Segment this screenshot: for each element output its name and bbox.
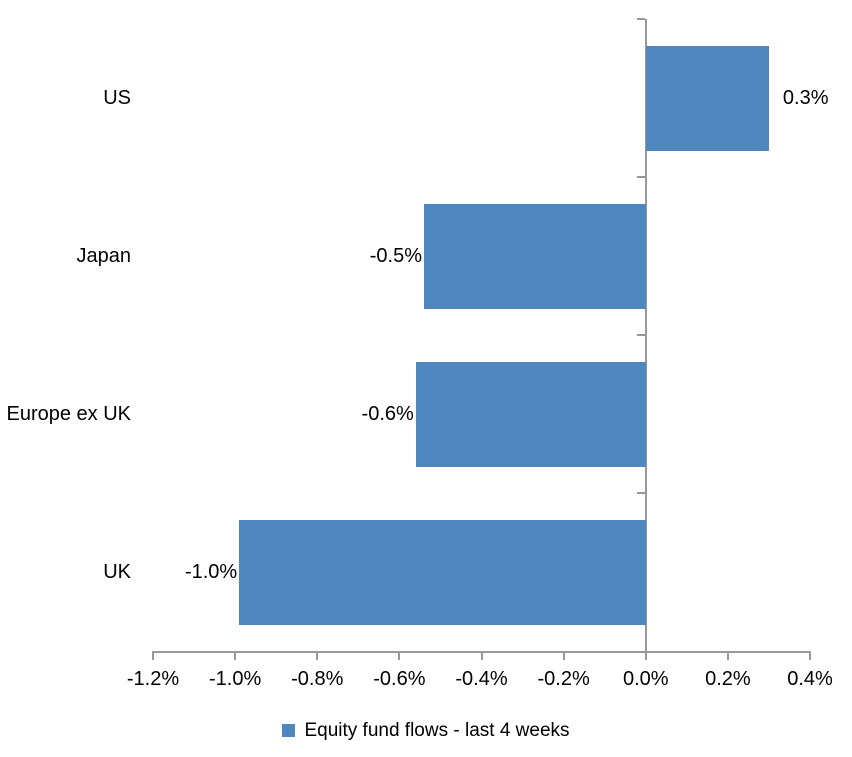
legend-swatch: [282, 724, 296, 737]
value-label: -0.6%: [361, 403, 414, 425]
category-tick: [636, 492, 645, 494]
value-label: -1.0%: [184, 561, 238, 583]
x-axis-tick: [809, 653, 811, 660]
x-axis-line: [152, 651, 811, 653]
category-label: Europe ex UK: [6, 403, 131, 425]
x-tick-label: 0.2%: [705, 668, 751, 690]
x-axis-tick: [398, 653, 401, 660]
x-axis-tick: [644, 653, 647, 660]
legend-label: Equity fund flows - last 4 weeks: [304, 720, 570, 741]
category-label: Japan: [76, 245, 132, 267]
x-tick-label: -0.4%: [455, 668, 508, 690]
x-axis-tick: [480, 653, 483, 660]
x-axis-tick: [726, 653, 729, 660]
legend: Equity fund flows - last 4 weeks: [0, 719, 852, 742]
bar: [424, 203, 646, 309]
bar: [415, 361, 646, 467]
x-tick-label: -0.2%: [537, 668, 590, 690]
value-label: 0.3%: [782, 87, 829, 109]
category-label: US: [103, 87, 131, 109]
bar: [239, 519, 646, 625]
x-tick-label: 0.0%: [622, 668, 669, 690]
x-axis-tick: [562, 653, 565, 660]
x-tick-label: -1.0%: [209, 668, 262, 690]
category-tick: [636, 334, 645, 336]
x-axis-tick: [152, 653, 154, 660]
value-label: -0.5%: [369, 245, 422, 267]
category-label: UK: [103, 561, 131, 583]
x-tick-label: -0.8%: [291, 668, 344, 690]
bar: [645, 45, 769, 151]
x-tick-label: -1.2%: [126, 668, 180, 690]
x-axis-tick: [316, 653, 319, 660]
x-tick-label: 0.4%: [787, 668, 833, 690]
category-tick: [636, 176, 645, 178]
category-tick: [636, 18, 645, 20]
x-tick-label: -0.6%: [373, 668, 426, 690]
zero-axis-line: [644, 19, 647, 651]
x-axis-tick: [234, 653, 237, 660]
